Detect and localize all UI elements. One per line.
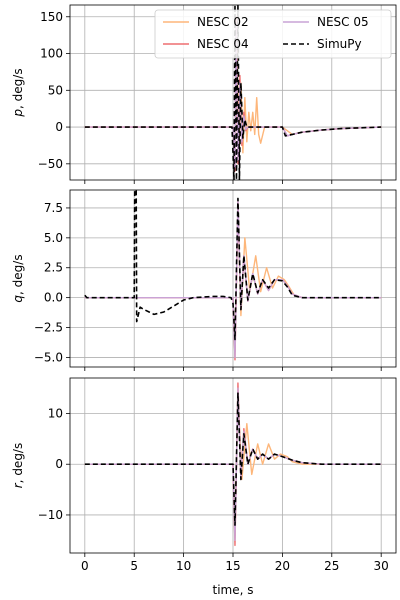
y-tick-label: 0.0 (44, 291, 63, 305)
x-tick-label: 10 (176, 559, 191, 573)
y-tick-label: −5.0 (34, 350, 63, 364)
series-group (84, 190, 382, 361)
y-tick-label: −2.5 (34, 321, 63, 335)
series-line-simupy (84, 392, 382, 526)
x-tick-label: 5 (130, 559, 138, 573)
y-axis-label: q, deg/s (11, 254, 25, 302)
x-tick-label: 25 (324, 559, 339, 573)
legend-label: SimuPy (317, 37, 362, 51)
x-tick-label: 30 (374, 559, 389, 573)
y-tick-label: 2.5 (44, 261, 63, 275)
y-tick-label: 50 (48, 83, 63, 97)
y-axis-label-symbol: r (11, 482, 25, 488)
y-tick-label: 10 (48, 407, 63, 421)
y-tick-label: 0 (55, 120, 63, 134)
panel-q: −5.0 −2.5 0.0 2.5 5.0 7.5 q, deg/s (11, 189, 397, 371)
y-tick-label: −50 (38, 157, 63, 171)
x-axis-label: time, s (213, 583, 254, 597)
y-tick-label: 100 (40, 47, 63, 61)
panel-frame (69, 377, 397, 554)
legend-frame (154, 9, 392, 59)
panel-frame (69, 189, 397, 368)
series-group (84, 5, 382, 180)
panel-r: 0 5 10 15 20 25 30 −10 0 10 r, deg/s (11, 377, 397, 573)
series-line-simupy (84, 5, 382, 180)
y-tick-label: 7.5 (44, 201, 63, 215)
y-axis-label-unit: , deg/s (11, 254, 25, 295)
series-line-simupy (84, 190, 382, 341)
y-tick-label: 5.0 (44, 231, 63, 245)
y-axis-label-symbol: q (11, 295, 25, 303)
legend-label: NESC 05 (317, 15, 369, 29)
y-axis-label-unit: , deg/s (11, 68, 25, 109)
legend: NESC 02 NESC 04 NESC 05 SimuPy (154, 9, 392, 59)
y-tick-label: 0 (55, 457, 63, 471)
y-tick-label: −10 (38, 508, 63, 522)
x-tick-label: 20 (275, 559, 290, 573)
legend-label: NESC 02 (197, 15, 249, 29)
y-axis-label-symbol: p (11, 109, 25, 118)
y-tick-label: 150 (40, 10, 63, 24)
y-axis-label-unit: , deg/s (11, 443, 25, 484)
x-tick-label: 0 (81, 559, 89, 573)
panel-frame (69, 4, 397, 181)
legend-label: NESC 04 (197, 37, 249, 51)
x-tick-label: 15 (225, 559, 240, 573)
y-axis-label: p, deg/s (11, 68, 25, 117)
series-group (84, 382, 382, 547)
y-axis-label: r, deg/s (11, 443, 25, 488)
